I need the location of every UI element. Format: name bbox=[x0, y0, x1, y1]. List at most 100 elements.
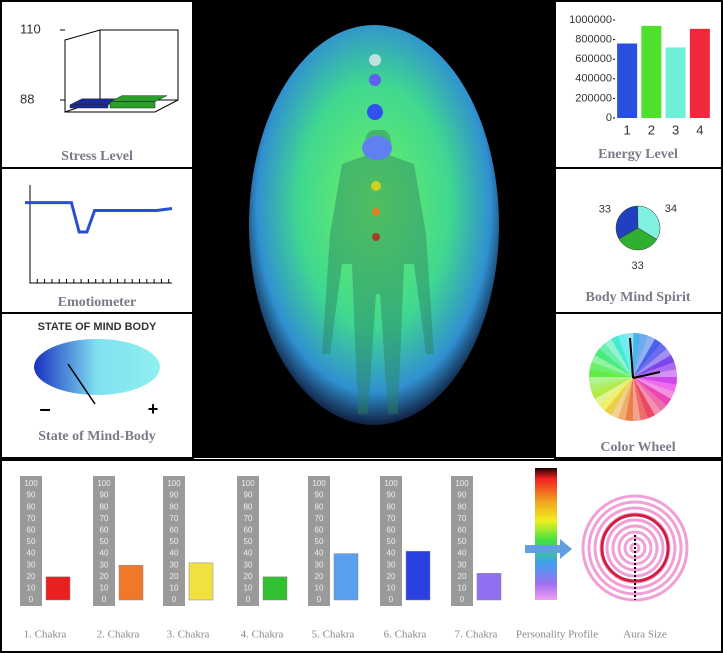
scale-column bbox=[451, 476, 473, 606]
y-tick-label: 100 bbox=[167, 479, 181, 488]
wheel-hand bbox=[632, 371, 661, 379]
y-tick-label: 60 bbox=[458, 526, 467, 535]
wheel-segment bbox=[589, 377, 633, 393]
y-tick-label: 20 bbox=[387, 572, 396, 581]
x-tick-label: 1 bbox=[624, 122, 631, 137]
wheel-hand bbox=[629, 337, 634, 379]
data-label: 33 bbox=[631, 260, 643, 272]
body-silhouette bbox=[322, 130, 434, 414]
bar bbox=[689, 28, 710, 118]
y-tick-label: 1000000 bbox=[569, 14, 612, 26]
bar bbox=[45, 576, 71, 601]
y-tick-label: 80 bbox=[458, 502, 467, 511]
wheel-segment bbox=[633, 377, 649, 421]
y-tick-label: 70 bbox=[387, 514, 396, 523]
wheel-segment bbox=[594, 377, 633, 406]
x-tick-label: 4. Chakra bbox=[241, 629, 284, 641]
y-tick-label: 20 bbox=[458, 572, 467, 581]
y-tick-label: 0 bbox=[606, 112, 612, 124]
wheel-segment bbox=[633, 361, 677, 377]
wheel-segment bbox=[617, 377, 633, 421]
scale-column bbox=[237, 476, 259, 606]
chakra-points bbox=[362, 54, 392, 241]
y-tick-label: 400000 bbox=[575, 73, 612, 85]
panel bbox=[0, 459, 723, 653]
panel bbox=[554, 312, 723, 459]
y-tick-label: 100 bbox=[384, 479, 398, 488]
wheel-segment bbox=[617, 333, 633, 377]
x-tick-label: 3. Chakra bbox=[167, 629, 210, 641]
wheel-segment bbox=[632, 377, 641, 421]
wheel-segment bbox=[633, 377, 675, 400]
chakra-point bbox=[362, 136, 392, 160]
y-tick-label: 70 bbox=[170, 514, 179, 523]
personality-bar bbox=[535, 468, 557, 600]
wheel-segment bbox=[633, 348, 672, 377]
y-tick-label: 60 bbox=[387, 526, 396, 535]
y-tick-label: 88 bbox=[20, 91, 34, 106]
x-tick-label: 5. Chakra bbox=[312, 629, 355, 641]
y-tick-label: 70 bbox=[244, 514, 253, 523]
scale-column bbox=[308, 476, 330, 606]
y-tick-label: 10 bbox=[100, 584, 109, 593]
y-tick-label: 90 bbox=[27, 491, 36, 500]
y-tick-label: 80 bbox=[315, 502, 324, 511]
pie-slice bbox=[618, 227, 658, 251]
y-tick-label: 50 bbox=[170, 537, 179, 546]
wheel-segment bbox=[599, 343, 633, 377]
x-tick-label: 4 bbox=[696, 122, 703, 137]
y-tick-label: 100 bbox=[241, 479, 255, 488]
y-tick-label: 30 bbox=[244, 560, 253, 569]
y-tick-label: 20 bbox=[170, 572, 179, 581]
y-tick-label: 90 bbox=[458, 491, 467, 500]
bar bbox=[333, 553, 359, 601]
bar bbox=[617, 43, 638, 118]
y-tick-label: 60 bbox=[100, 526, 109, 535]
y-tick-label: 800000 bbox=[575, 34, 612, 46]
scale-column bbox=[20, 476, 42, 606]
y-tick-label: 80 bbox=[170, 502, 179, 511]
y-tick-label: 20 bbox=[27, 572, 36, 581]
chakra-point bbox=[372, 208, 380, 216]
y-tick-label: 60 bbox=[315, 526, 324, 535]
wheel-segment bbox=[589, 361, 633, 377]
y-tick-label: 20 bbox=[244, 572, 253, 581]
y-tick-label: 0 bbox=[460, 595, 465, 604]
y-tick-label: 30 bbox=[387, 560, 396, 569]
wheel-segment bbox=[591, 377, 633, 399]
minus-sign: – bbox=[39, 398, 50, 420]
aura-ring bbox=[587, 500, 683, 596]
y-tick-label: 100 bbox=[97, 479, 111, 488]
chakra-point bbox=[371, 181, 381, 191]
y-tick-label: 80 bbox=[100, 502, 109, 511]
y-tick-label: 10 bbox=[170, 584, 179, 593]
y-tick-label: 40 bbox=[27, 549, 36, 558]
panel-title: Stress Level bbox=[61, 149, 133, 164]
bar bbox=[262, 576, 288, 601]
wheel-segment bbox=[633, 377, 662, 416]
y-tick-label: 10 bbox=[27, 584, 36, 593]
y-tick-label: 30 bbox=[458, 560, 467, 569]
wheel-segment bbox=[633, 377, 667, 411]
chakra-point bbox=[367, 104, 383, 120]
y-tick-label: 90 bbox=[315, 491, 324, 500]
y-tick-label: 50 bbox=[100, 537, 109, 546]
wheel-segment bbox=[610, 377, 633, 419]
y-tick-label: 50 bbox=[458, 537, 467, 546]
wheel-segment bbox=[633, 333, 649, 377]
y-tick-label: 80 bbox=[244, 502, 253, 511]
y-tick-label: 40 bbox=[315, 549, 324, 558]
y-tick-label: 50 bbox=[387, 537, 396, 546]
bottom-label: Personality Profile bbox=[516, 629, 598, 641]
pie-slice bbox=[615, 205, 639, 240]
wheel-segment bbox=[633, 377, 672, 406]
wheel-segment bbox=[633, 377, 677, 393]
y-tick-label: 10 bbox=[244, 584, 253, 593]
wheel-segment bbox=[633, 343, 667, 377]
panel-title: Color Wheel bbox=[600, 440, 675, 455]
y-tick-label: 0 bbox=[172, 595, 177, 604]
y-tick-label: 30 bbox=[27, 560, 36, 569]
x-tick-label: 3 bbox=[672, 122, 679, 137]
